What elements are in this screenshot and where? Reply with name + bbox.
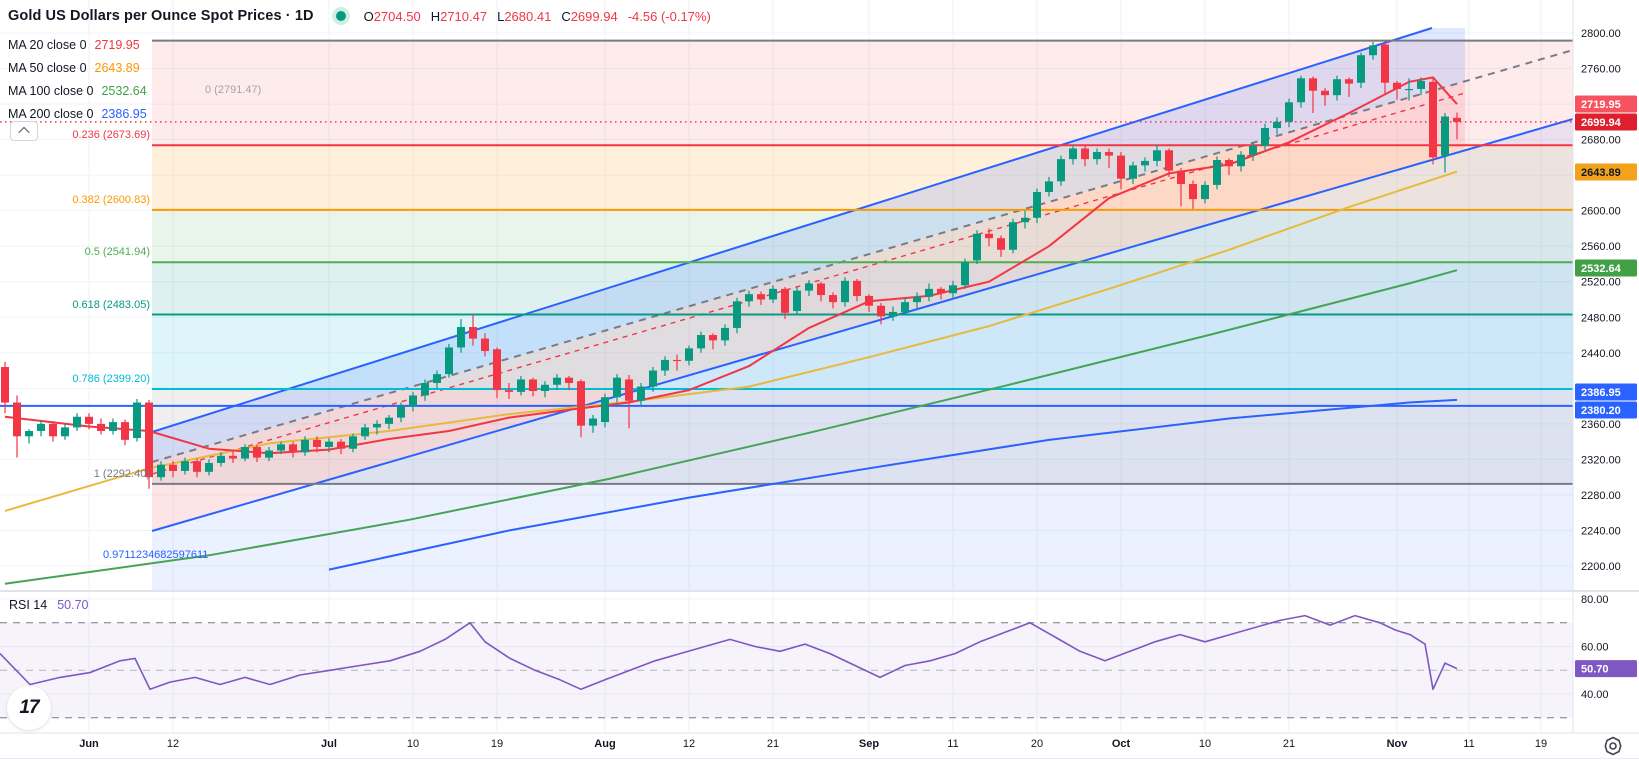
time-axis-settings-button[interactable] bbox=[1598, 734, 1628, 758]
ohlc-values: O2704.50 H2710.47 L2680.41 C2699.94 -4.56 (-… bbox=[364, 9, 711, 24]
ma-label: MA 200 close 0 bbox=[8, 106, 94, 121]
market-status-icon[interactable] bbox=[331, 7, 350, 25]
rsi-value: 50.70 bbox=[57, 598, 89, 612]
ma-value: 2643.89 bbox=[94, 60, 140, 75]
svg-text:50.70: 50.70 bbox=[1581, 664, 1609, 676]
svg-text:2386.95: 2386.95 bbox=[1581, 387, 1621, 399]
tradingview-logo-glyph: 17 bbox=[19, 697, 39, 718]
fib-retracement-bands bbox=[152, 40, 1573, 484]
svg-text:19: 19 bbox=[491, 738, 503, 750]
rsi-label: RSI 14 bbox=[9, 598, 48, 612]
svg-text:2520.00: 2520.00 bbox=[1581, 277, 1621, 289]
ma-line-ma20[interactable] bbox=[4, 76, 1458, 455]
ma-line-ma200[interactable] bbox=[328, 398, 1458, 571]
ohlc-item: H2710.47 bbox=[430, 8, 488, 24]
svg-text:Jul: Jul bbox=[321, 738, 337, 750]
svg-text:2680.00: 2680.00 bbox=[1581, 135, 1621, 147]
ma-legend-row[interactable]: MA 50 close 0 2643.89 bbox=[8, 56, 711, 79]
ma-line-ma100[interactable] bbox=[4, 269, 1458, 585]
svg-text:Sep: Sep bbox=[859, 738, 879, 750]
svg-text:2440.00: 2440.00 bbox=[1581, 348, 1621, 360]
svg-text:Nov: Nov bbox=[1387, 738, 1409, 750]
svg-text:10: 10 bbox=[1199, 738, 1211, 750]
svg-text:40.00: 40.00 bbox=[1581, 689, 1609, 701]
price-axis[interactable] bbox=[1573, 0, 1639, 733]
gear-icon bbox=[1604, 736, 1622, 756]
chevron-up-icon bbox=[18, 126, 30, 139]
svg-text:2699.94: 2699.94 bbox=[1581, 117, 1622, 129]
ma-legend-row[interactable]: MA 20 close 0 2719.95 bbox=[8, 33, 711, 56]
svg-text:11: 11 bbox=[1463, 738, 1474, 750]
page-title[interactable]: Gold US Dollars per Ounce Spot Prices · … bbox=[8, 8, 314, 24]
svg-text:2800.00: 2800.00 bbox=[1581, 28, 1621, 40]
rsi-line bbox=[0, 614, 1458, 691]
ma-label: MA 100 close 0 bbox=[8, 83, 94, 98]
symbol-title-row[interactable]: Gold US Dollars per Ounce Spot Prices · … bbox=[8, 5, 711, 27]
fib-label: 0.786 (2399.20) bbox=[72, 373, 150, 386]
svg-text:20: 20 bbox=[1031, 738, 1043, 750]
svg-text:2760.00: 2760.00 bbox=[1581, 64, 1621, 76]
channel-lower-line[interactable] bbox=[151, 118, 1574, 532]
svg-text:2643.89: 2643.89 bbox=[1581, 167, 1621, 179]
ma-value: 2719.95 bbox=[94, 37, 140, 52]
fib-label: 0.236 (2673.69) bbox=[72, 129, 150, 142]
svg-text:21: 21 bbox=[767, 738, 779, 750]
svg-text:10: 10 bbox=[407, 738, 419, 750]
ohlc-item: L2680.41 bbox=[497, 8, 552, 24]
svg-text:Aug: Aug bbox=[594, 738, 615, 750]
svg-text:2600.00: 2600.00 bbox=[1581, 206, 1621, 218]
fib-level-lines[interactable] bbox=[152, 39, 1573, 485]
svg-text:12: 12 bbox=[683, 738, 695, 750]
change-value: -4.56 (-0.17%) bbox=[627, 8, 711, 24]
svg-text:2280.00: 2280.00 bbox=[1581, 490, 1621, 502]
ohlc-item: O2704.50 bbox=[363, 8, 421, 24]
tradingview-logo[interactable]: 17 bbox=[7, 686, 51, 730]
rsi-legend-row[interactable]: RSI 14 50.70 bbox=[9, 598, 89, 612]
svg-text:2380.20: 2380.20 bbox=[1581, 405, 1621, 417]
svg-text:2360.00: 2360.00 bbox=[1581, 419, 1621, 431]
ohlc-item: C2699.94 bbox=[561, 8, 618, 24]
svg-text:2240.00: 2240.00 bbox=[1581, 525, 1621, 537]
ma-value: 2386.95 bbox=[101, 106, 147, 121]
svg-text:2480.00: 2480.00 bbox=[1581, 312, 1621, 324]
fib-zero-label: 0 (2791.47) bbox=[205, 84, 262, 96]
legend-collapse-button[interactable] bbox=[10, 121, 38, 141]
ma-label: MA 50 close 0 bbox=[8, 60, 87, 75]
fib-label: 0.382 (2600.83) bbox=[72, 193, 150, 206]
ma-value: 2532.64 bbox=[101, 83, 147, 98]
svg-text:2560.00: 2560.00 bbox=[1581, 241, 1621, 253]
ma-legend-row[interactable]: MA 100 close 0 2532.64 bbox=[8, 79, 711, 102]
ma-legend: MA 20 close 0 2719.95 MA 50 close 0 2643.89… bbox=[8, 33, 711, 125]
channel-top-line[interactable] bbox=[151, 27, 1433, 433]
svg-text:80.00: 80.00 bbox=[1581, 594, 1609, 606]
price-badges: 2719.95 2699.94 2643.89 2532.64 2386.95 2380.… bbox=[1575, 95, 1637, 678]
time-axis[interactable] bbox=[0, 733, 1639, 760]
svg-text:11: 11 bbox=[947, 738, 958, 750]
svg-text:21: 21 bbox=[1283, 738, 1295, 750]
fib-label: 0.5 (2541.94) bbox=[84, 246, 150, 259]
svg-text:2320.00: 2320.00 bbox=[1581, 454, 1621, 466]
candlestick-series[interactable] bbox=[1, 40, 1461, 489]
fib-label: 0.618 (2483.05) bbox=[72, 298, 150, 311]
svg-text:12: 12 bbox=[167, 738, 179, 750]
svg-text:Jun: Jun bbox=[79, 738, 99, 750]
svg-text:19: 19 bbox=[1535, 738, 1547, 750]
svg-text:2719.95: 2719.95 bbox=[1581, 99, 1621, 111]
ma-line-ma50[interactable] bbox=[4, 170, 1458, 512]
svg-text:Oct: Oct bbox=[1112, 738, 1131, 750]
rsi-pane[interactable] bbox=[0, 614, 1573, 719]
ma-label: MA 20 close 0 bbox=[8, 37, 87, 52]
ma-legend-row[interactable]: MA 200 close 0 2386.95 bbox=[8, 102, 711, 125]
time-axis-labels: Jun 12 Jul 10 19 Aug 12 21 Sep 11 20 Oct 10 21 Nov 11 19 bbox=[79, 738, 1547, 750]
channel-level-label: 0.9711234682597611 bbox=[103, 549, 209, 561]
svg-text:60.00: 60.00 bbox=[1581, 642, 1609, 654]
svg-text:2200.00: 2200.00 bbox=[1581, 561, 1621, 573]
svg-text:2532.64: 2532.64 bbox=[1581, 263, 1622, 275]
fib-label: 1 (2292.40) bbox=[93, 467, 150, 480]
chart-legend: Gold US Dollars per Ounce Spot Prices · … bbox=[8, 5, 711, 125]
